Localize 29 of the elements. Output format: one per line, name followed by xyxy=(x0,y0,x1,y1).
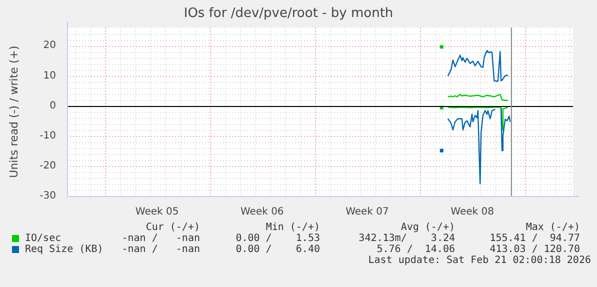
text: -nan / -nan xyxy=(122,244,200,255)
text: 0.00 / 6.40 xyxy=(236,244,320,255)
text: Min (-/+) xyxy=(266,222,320,233)
legend-label: Req Size (KB) xyxy=(25,244,104,255)
y-tick-label: 20 xyxy=(43,40,56,52)
text: Cur (-/+) xyxy=(146,222,200,233)
text: 0.00 / 1.53 xyxy=(236,233,320,244)
point xyxy=(440,148,444,152)
text: 155.41 / 94.77 xyxy=(490,233,580,244)
y-tick-label: -10 xyxy=(40,130,56,142)
chart-title: IOs for /dev/pve/root - by month xyxy=(184,6,394,22)
x-tick-label: Week 05 xyxy=(135,206,179,218)
legend-label: IO/sec xyxy=(25,233,62,244)
x-tick-label: Week 07 xyxy=(346,206,389,218)
text: Max (-/+) xyxy=(526,222,580,233)
text: -nan / -nan xyxy=(122,233,200,244)
text: 413.03 / 120.70 xyxy=(490,244,580,255)
x-tick-label: Week 06 xyxy=(240,206,284,218)
point xyxy=(440,45,444,49)
text: Avg (-/+) xyxy=(400,222,455,233)
x-tick-label: Week 08 xyxy=(450,206,494,218)
y-tick-label: -20 xyxy=(40,160,56,172)
y-axis-title: Units read (-) / write (+) xyxy=(7,46,20,178)
y-tick-label: -30 xyxy=(40,190,56,202)
text: Last update: Sat Feb 21 02:00:18 2026 xyxy=(368,255,591,266)
y-tick-label: 10 xyxy=(43,70,56,82)
text: 5.76 / 14.06 xyxy=(376,244,455,255)
text: 342.13m/ 3.24 xyxy=(358,233,455,244)
y-tick-label: 0 xyxy=(50,100,56,112)
